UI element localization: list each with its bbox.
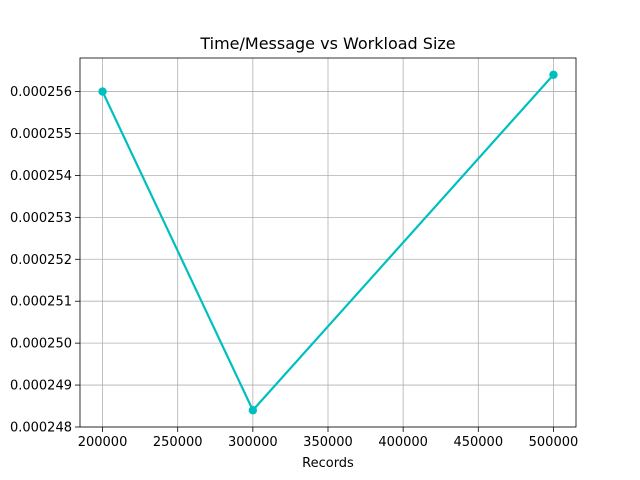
data-point — [549, 70, 558, 79]
y-axis: 0.000248 0.000249 0.000250 0.000251 0.000252… — [10, 85, 80, 436]
x-tick-label: 450000 — [453, 435, 503, 450]
y-tick-label: 0.000248 — [10, 421, 72, 436]
y-tick-label: 0.000249 — [10, 379, 72, 394]
y-tick-label: 0.000251 — [10, 295, 72, 310]
grid — [80, 58, 576, 428]
x-tick-label: 250000 — [153, 435, 203, 450]
data-point — [98, 87, 107, 96]
y-tick-label: 0.000255 — [10, 127, 72, 142]
x-tick-label: 300000 — [228, 435, 278, 450]
y-tick-label: 0.000256 — [10, 85, 72, 100]
chart-title: Time/Message vs Workload Size — [199, 34, 455, 53]
y-tick-label: 0.000253 — [10, 211, 72, 226]
y-tick-label: 0.000252 — [10, 253, 72, 268]
x-tick-label: 500000 — [529, 435, 579, 450]
x-tick-label: 200000 — [78, 435, 128, 450]
x-axis-label: Records — [302, 456, 354, 471]
x-axis: 200000 250000 300000 350000 400000 450000 5000… — [78, 427, 579, 450]
data-point — [248, 406, 258, 415]
y-tick-label: 0.000250 — [10, 337, 72, 352]
x-tick-label: 400000 — [378, 435, 428, 450]
y-tick-label: 0.000254 — [10, 169, 72, 184]
series — [98, 70, 558, 415]
x-tick-label: 350000 — [303, 435, 353, 450]
